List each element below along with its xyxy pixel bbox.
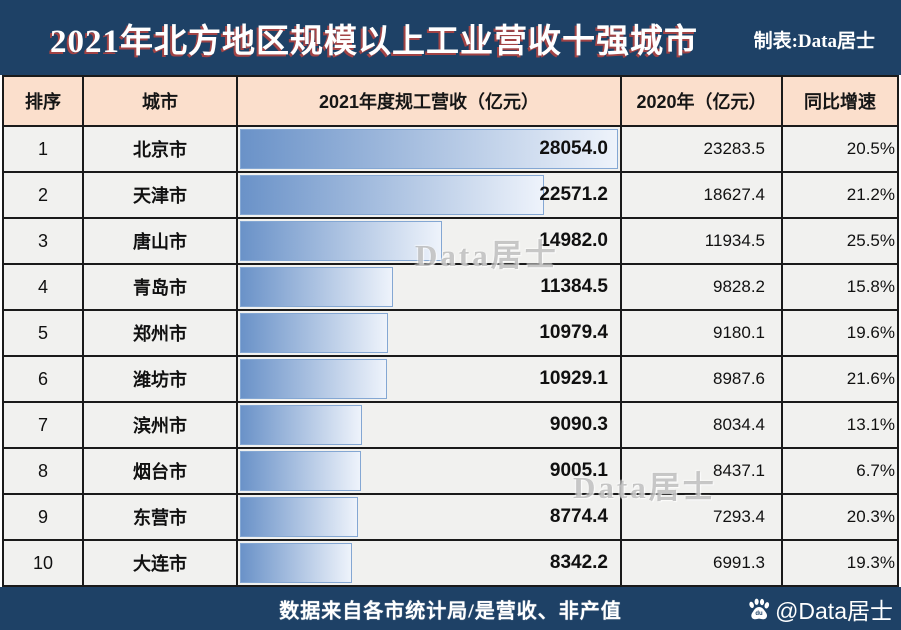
table-header-row: 排序 城市 2021年度规工营收（亿元） 2020年（亿元） 同比增速 bbox=[4, 77, 897, 125]
revenue-2021-value: 10929.1 bbox=[539, 368, 608, 389]
revenue-bar bbox=[240, 405, 363, 445]
rank-cell: 1 bbox=[4, 127, 82, 171]
ranking-table: 排序 城市 2021年度规工营收（亿元） 2020年（亿元） 同比增速 1 北京… bbox=[2, 75, 899, 587]
revenue-bar-cell: 22571.2 bbox=[238, 173, 620, 217]
revenue-2020-cell: 23283.5 bbox=[622, 127, 781, 171]
revenue-bar bbox=[240, 313, 388, 353]
title-bar: 2021年北方地区规模以上工业营收十强城市 制表:Data居士 bbox=[0, 0, 901, 75]
revenue-2020-cell: 18627.4 bbox=[622, 173, 781, 217]
revenue-2020-cell: 7293.4 bbox=[622, 495, 781, 539]
revenue-bar bbox=[240, 221, 442, 261]
revenue-2021-value: 10979.4 bbox=[539, 322, 608, 343]
table-row: 9 东营市 8774.4 7293.4 20.3% bbox=[4, 495, 897, 539]
table-row: 7 滨州市 9090.3 8034.4 13.1% bbox=[4, 403, 897, 447]
revenue-bar bbox=[240, 451, 362, 491]
city-cell: 东营市 bbox=[84, 495, 236, 539]
credit-label: 制表:Data居士 bbox=[753, 31, 875, 52]
growth-rate-cell: 19.6% bbox=[783, 311, 897, 355]
revenue-bar bbox=[240, 129, 618, 169]
revenue-bar-cell: 10929.1 bbox=[238, 357, 620, 401]
revenue-bar-cell: 9090.3 bbox=[238, 403, 620, 447]
revenue-2021-value: 28054.0 bbox=[539, 138, 608, 159]
baidu-paw-icon: du bbox=[746, 596, 772, 622]
city-cell: 烟台市 bbox=[84, 449, 236, 493]
table-row: 3 唐山市 14982.0 11934.5 25.5% bbox=[4, 219, 897, 263]
revenue-2020-cell: 11934.5 bbox=[622, 219, 781, 263]
revenue-bar bbox=[240, 359, 388, 399]
revenue-2020-cell: 8437.1 bbox=[622, 449, 781, 493]
footer-bar: 数据来自各市统计局/是营收、非产值 du @Data居士 bbox=[0, 587, 901, 630]
growth-rate-cell: 21.2% bbox=[783, 173, 897, 217]
growth-rate-cell: 13.1% bbox=[783, 403, 897, 447]
revenue-bar bbox=[240, 543, 353, 583]
table-row: 1 北京市 28054.0 23283.5 20.5% bbox=[4, 127, 897, 171]
brand-handle: @Data居士 bbox=[775, 597, 893, 624]
city-cell: 北京市 bbox=[84, 127, 236, 171]
rank-cell: 5 bbox=[4, 311, 82, 355]
revenue-2020-cell: 9828.2 bbox=[622, 265, 781, 309]
city-cell: 大连市 bbox=[84, 541, 236, 585]
revenue-2020-cell: 8034.4 bbox=[622, 403, 781, 447]
city-cell: 天津市 bbox=[84, 173, 236, 217]
rank-cell: 3 bbox=[4, 219, 82, 263]
growth-rate-cell: 20.5% bbox=[783, 127, 897, 171]
rank-cell: 7 bbox=[4, 403, 82, 447]
revenue-2021-value: 8774.4 bbox=[549, 506, 608, 527]
revenue-bar-cell: 10979.4 bbox=[238, 311, 620, 355]
table-row: 10 大连市 8342.2 6991.3 19.3% bbox=[4, 541, 897, 585]
revenue-2021-value: 14982.0 bbox=[539, 230, 608, 251]
data-source-note: 数据来自各市统计局/是营收、非产值 bbox=[279, 600, 622, 622]
revenue-bar bbox=[240, 497, 359, 537]
table-row: 5 郑州市 10979.4 9180.1 19.6% bbox=[4, 311, 897, 355]
rank-cell: 4 bbox=[4, 265, 82, 309]
growth-rate-cell: 25.5% bbox=[783, 219, 897, 263]
growth-rate-cell: 15.8% bbox=[783, 265, 897, 309]
revenue-bar-cell: 9005.1 bbox=[238, 449, 620, 493]
rank-cell: 6 bbox=[4, 357, 82, 401]
revenue-2020-cell: 9180.1 bbox=[622, 311, 781, 355]
growth-rate-cell: 21.6% bbox=[783, 357, 897, 401]
city-cell: 郑州市 bbox=[84, 311, 236, 355]
revenue-bar-cell: 8774.4 bbox=[238, 495, 620, 539]
revenue-bar-cell: 28054.0 bbox=[238, 127, 620, 171]
revenue-bar-cell: 11384.5 bbox=[238, 265, 620, 309]
table-row: 2 天津市 22571.2 18627.4 21.2% bbox=[4, 173, 897, 217]
revenue-bar-cell: 14982.0 bbox=[238, 219, 620, 263]
rank-cell: 10 bbox=[4, 541, 82, 585]
city-cell: 潍坊市 bbox=[84, 357, 236, 401]
header-growth: 同比增速 bbox=[783, 77, 897, 125]
rank-cell: 2 bbox=[4, 173, 82, 217]
header-rank: 排序 bbox=[4, 77, 82, 125]
table-row: 4 青岛市 11384.5 9828.2 15.8% bbox=[4, 265, 897, 309]
header-revenue-2020: 2020年（亿元） bbox=[622, 77, 781, 125]
city-cell: 滨州市 bbox=[84, 403, 236, 447]
page-title: 2021年北方地区规模以上工业营收十强城市 bbox=[50, 23, 698, 60]
revenue-bar bbox=[240, 175, 545, 215]
city-cell: 青岛市 bbox=[84, 265, 236, 309]
revenue-2021-value: 9005.1 bbox=[549, 460, 608, 481]
header-city: 城市 bbox=[84, 77, 236, 125]
table-row: 8 烟台市 9005.1 8437.1 6.7% bbox=[4, 449, 897, 493]
revenue-2020-cell: 6991.3 bbox=[622, 541, 781, 585]
growth-rate-cell: 20.3% bbox=[783, 495, 897, 539]
revenue-2021-value: 8342.2 bbox=[549, 552, 608, 573]
revenue-2021-value: 11384.5 bbox=[540, 276, 608, 297]
revenue-2021-value: 9090.3 bbox=[549, 414, 608, 435]
svg-text:du: du bbox=[755, 611, 763, 617]
revenue-bar-cell: 8342.2 bbox=[238, 541, 620, 585]
brand-signature: du @Data居士 bbox=[746, 592, 893, 626]
table-row: 6 潍坊市 10929.1 8987.6 21.6% bbox=[4, 357, 897, 401]
revenue-2020-cell: 8987.6 bbox=[622, 357, 781, 401]
growth-rate-cell: 19.3% bbox=[783, 541, 897, 585]
rank-cell: 9 bbox=[4, 495, 82, 539]
growth-rate-cell: 6.7% bbox=[783, 449, 897, 493]
header-revenue-2021: 2021年度规工营收（亿元） bbox=[238, 77, 620, 125]
rank-cell: 8 bbox=[4, 449, 82, 493]
table-body: 1 北京市 28054.0 23283.5 20.5% 2 天津市 22571.… bbox=[4, 127, 897, 585]
revenue-bar bbox=[240, 267, 394, 307]
revenue-2021-value: 22571.2 bbox=[539, 184, 608, 205]
city-cell: 唐山市 bbox=[84, 219, 236, 263]
